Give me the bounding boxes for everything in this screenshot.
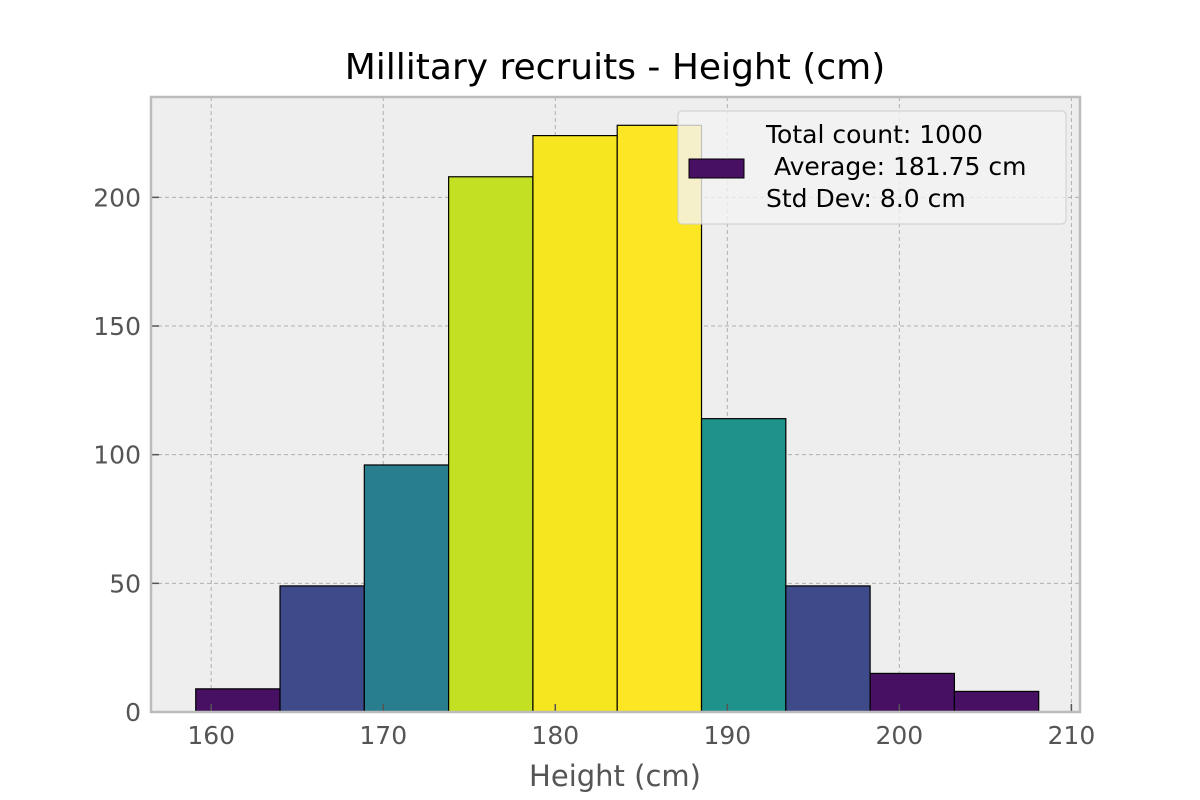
axis-ticks: 160 170 180 190 200 210 0 50 100 150 200: [93, 183, 1095, 750]
legend-line-stddev: Std Dev: 8.0 cm: [766, 184, 966, 213]
legend-line-total: Total count: 1000: [765, 120, 983, 149]
histogram-bar: [700, 418, 787, 713]
histogram-bar: [532, 134, 618, 713]
histogram-bar: [195, 688, 281, 713]
plot-frame: [149, 95, 1082, 714]
x-tick-label: 190: [703, 721, 751, 750]
histogram-bar: [279, 585, 365, 713]
histogram-bar: [953, 690, 1040, 713]
legend: Total count: 1000 Average: 181.75 cm Std…: [677, 110, 1067, 225]
y-tick-label: 150: [93, 312, 141, 341]
histogram-bar: [869, 672, 956, 713]
histogram-bar: [448, 176, 534, 713]
x-tick-label: 200: [876, 721, 924, 750]
x-tick-label: 180: [531, 721, 579, 750]
legend-swatch: [688, 158, 745, 179]
x-tick-label: 170: [359, 721, 407, 750]
x-tick-label: 160: [187, 721, 235, 750]
x-axis-title: Height (cm): [529, 759, 701, 793]
bars: [195, 124, 1040, 713]
histogram-bar: [785, 585, 871, 713]
y-tick-label: 200: [93, 183, 141, 212]
y-tick-label: 50: [109, 569, 141, 598]
legend-line-average: Average: 181.75 cm: [766, 152, 1027, 181]
chart-title: Millitary recruits - Height (cm): [345, 47, 886, 88]
y-tick-label: 100: [93, 441, 141, 470]
y-tick-label: 0: [125, 698, 141, 727]
legend-box: [677, 110, 1067, 225]
histogram-bar: [363, 464, 450, 713]
x-tick-label: 210: [1048, 721, 1096, 750]
